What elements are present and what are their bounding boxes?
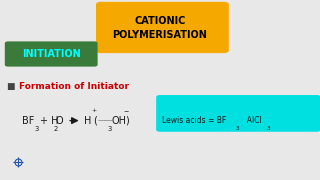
Text: Lewis acids = BF: Lewis acids = BF	[162, 116, 226, 125]
Text: AlCl: AlCl	[242, 116, 261, 125]
Text: ■: ■	[6, 82, 14, 91]
Text: BF: BF	[22, 116, 34, 126]
Text: INITIATION: INITIATION	[22, 49, 81, 59]
Text: O: O	[56, 116, 64, 126]
Text: H: H	[84, 116, 92, 126]
FancyBboxPatch shape	[156, 95, 320, 132]
Text: 3: 3	[107, 126, 111, 132]
FancyBboxPatch shape	[5, 41, 98, 67]
Text: 3: 3	[266, 126, 270, 131]
Text: (: (	[93, 116, 97, 126]
Text: Formation of Initiator: Formation of Initiator	[19, 82, 129, 91]
Text: −: −	[123, 108, 129, 113]
Text: + H: + H	[40, 116, 59, 126]
Text: OH): OH)	[111, 116, 130, 126]
FancyBboxPatch shape	[96, 2, 229, 53]
Text: 3: 3	[35, 126, 39, 132]
Text: CATIONIC
POLYMERISATION: CATIONIC POLYMERISATION	[113, 16, 207, 40]
Text: ——: ——	[98, 116, 113, 125]
Text: 3: 3	[236, 126, 239, 131]
Text: +: +	[91, 108, 96, 113]
Text: 2: 2	[53, 126, 58, 132]
